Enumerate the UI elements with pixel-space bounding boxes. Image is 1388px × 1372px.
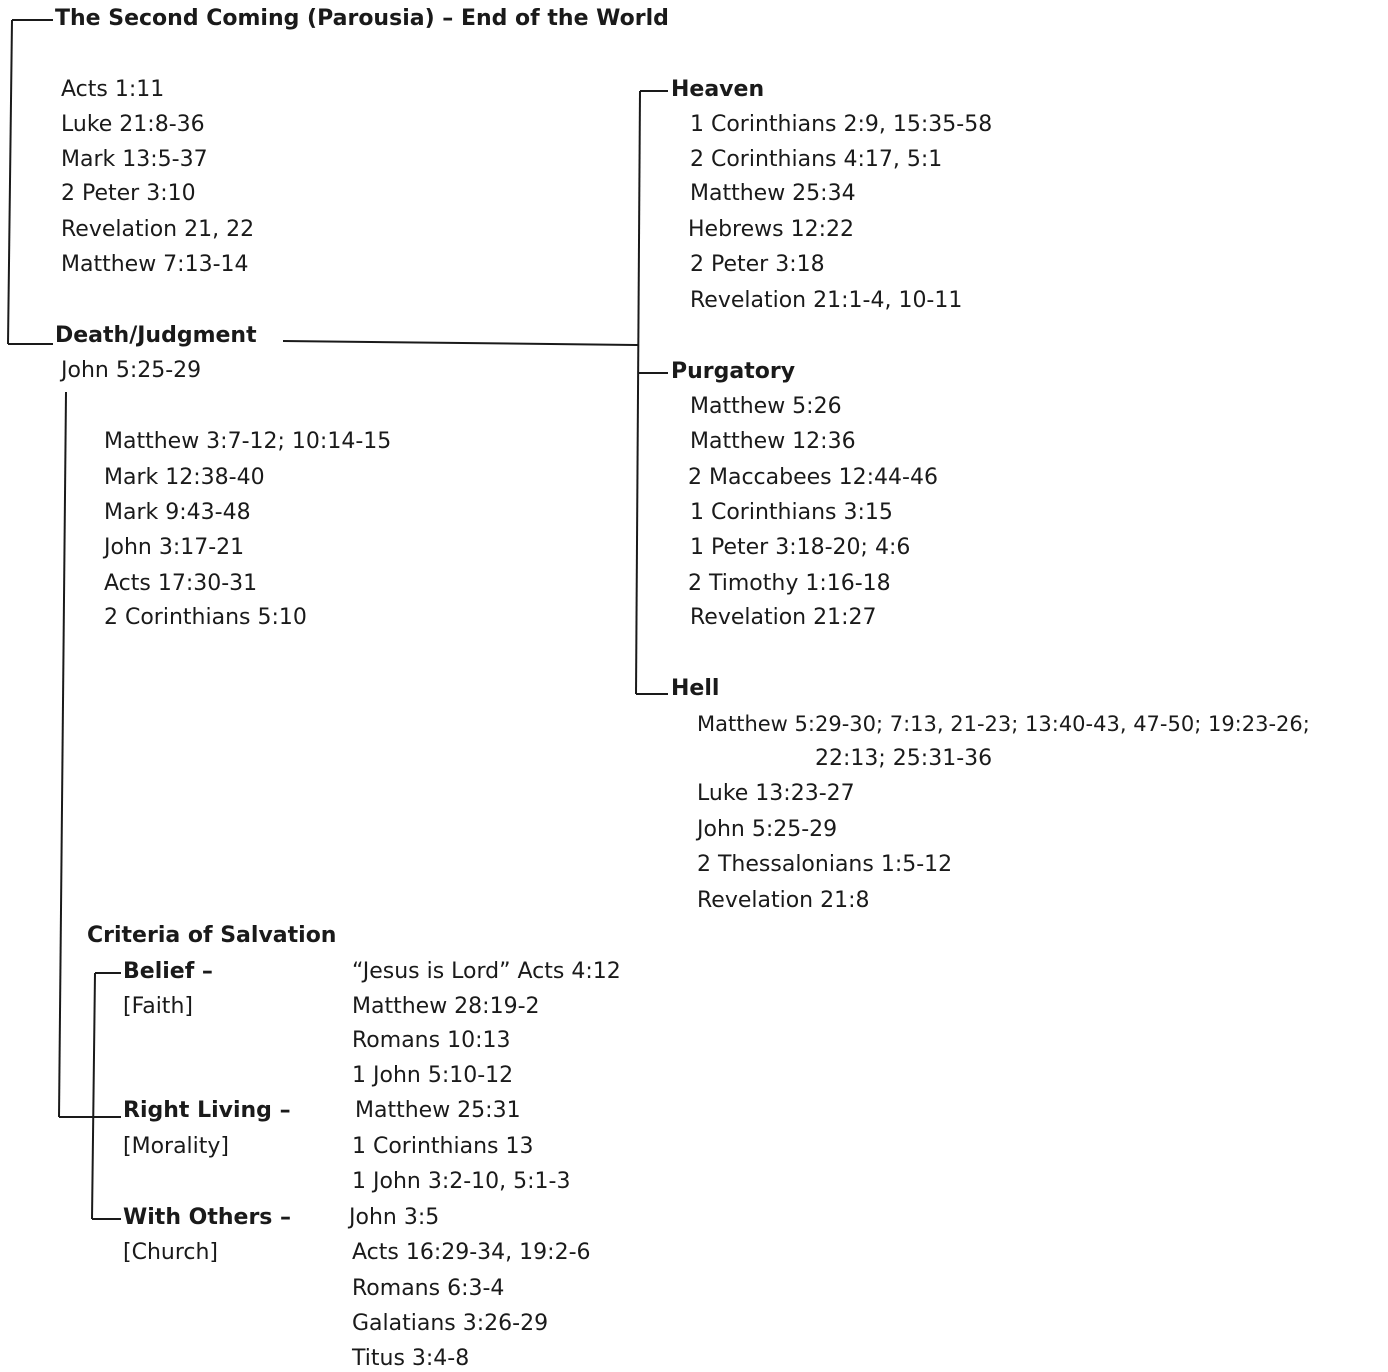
death-judgment-title: Death/Judgment [55,323,257,348]
criteria-title: Criteria of Salvation [87,923,337,948]
heaven-ref: Matthew 25:34 [690,181,856,206]
death-judgment-ref: Acts 17:30-31 [104,571,258,596]
death-judgment-ref: Mark 9:43-48 [104,500,251,525]
belief-ref: “Jesus is Lord” Acts 4:12 [352,959,621,984]
connector-line [635,90,641,695]
connector-line [58,391,67,1118]
belief-ref: Matthew 28:19-2 [352,994,540,1019]
death-judgment-ref: 2 Corinthians 5:10 [104,605,307,630]
connector-line [282,340,639,346]
heaven-ref: 2 Peter 3:18 [690,252,825,277]
belief-ref: Romans 10:13 [352,1028,511,1053]
right-living-subtitle: [Morality] [123,1134,230,1159]
purgatory-ref: 2 Maccabees 12:44-46 [688,465,938,490]
hell-ref: Revelation 21:8 [697,888,870,913]
belief-title: Belief – [123,959,213,984]
hell-ref: Matthew 5:29-30; 7:13, 21-23; 13:40-43, … [697,712,1310,736]
with-others-ref: Galatians 3:26-29 [352,1311,549,1336]
with-others-subtitle: [Church] [123,1240,219,1265]
second-coming-ref: Revelation 21, 22 [61,217,255,242]
purgatory-ref: Matthew 5:26 [690,394,842,419]
right-living-ref: 1 John 3:2-10, 5:1-3 [352,1169,571,1194]
with-others-title: With Others – [123,1205,292,1230]
right-living-ref: 1 Corinthians 13 [352,1134,534,1159]
heaven-ref: 2 Corinthians 4:17, 5:1 [690,147,943,172]
right-living-title: Right Living – [123,1098,291,1123]
heaven-ref: Revelation 21:1-4, 10-11 [690,288,963,313]
connector-line [7,19,13,345]
death-judgment-ref: Mark 12:38-40 [104,465,265,490]
heaven-ref: Hebrews 12:22 [688,217,854,242]
second-coming-ref: Matthew 7:13-14 [61,252,249,277]
with-others-ref: Romans 6:3-4 [352,1276,505,1301]
connector-line [91,972,96,1220]
purgatory-title: Purgatory [671,359,796,384]
with-others-ref: Titus 3:4-8 [352,1346,470,1371]
second-coming-ref: 2 Peter 3:10 [61,181,196,206]
purgatory-ref: 1 Peter 3:18-20; 4:6 [690,535,911,560]
death-judgment-ref: John 3:17-21 [104,535,245,560]
right-living-ref: Matthew 25:31 [355,1098,521,1123]
second-coming-ref: Acts 1:11 [61,77,165,102]
hell-ref: Luke 13:23-27 [697,781,855,806]
purgatory-ref: 1 Corinthians 3:15 [690,500,893,525]
death-judgment-ref: Matthew 3:7-12; 10:14-15 [104,429,392,454]
second-coming-ref: Mark 13:5-37 [61,147,208,172]
second-coming-ref: Luke 21:8-36 [61,112,205,137]
belief-ref: 1 John 5:10-12 [352,1063,514,1088]
belief-subtitle: [Faith] [123,994,193,1019]
with-others-ref: John 3:5 [349,1205,440,1230]
second-coming-title: The Second Coming (Parousia) – End of th… [55,6,669,31]
heaven-title: Heaven [671,77,765,102]
purgatory-ref: Revelation 21:27 [690,605,877,630]
hell-ref: John 5:25-29 [697,817,838,842]
with-others-ref: Acts 16:29-34, 19:2-6 [352,1240,591,1265]
purgatory-ref: 2 Timothy 1:16-18 [688,571,891,596]
hell-ref: 2 Thessalonians 1:5-12 [697,852,953,877]
hell-ref: 22:13; 25:31-36 [815,746,993,771]
purgatory-ref: Matthew 12:36 [690,429,856,454]
hell-title: Hell [671,676,720,701]
heaven-ref: 1 Corinthians 2:9, 15:35-58 [690,112,993,137]
death-judgment-main-ref: John 5:25-29 [61,358,202,383]
